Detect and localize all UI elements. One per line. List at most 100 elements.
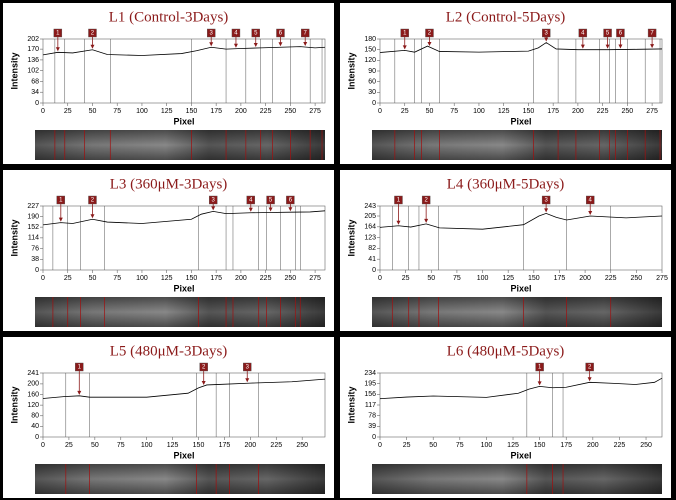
y-tick-label: 0 xyxy=(372,267,376,274)
band-label: 6 xyxy=(289,198,293,204)
band-label: 3 xyxy=(210,31,214,37)
x-tick-label: 50 xyxy=(429,442,437,449)
x-tick-label: 100 xyxy=(473,108,485,115)
band-label: 5 xyxy=(254,31,258,37)
panel-title: L2 (Control-5Days) xyxy=(446,9,566,25)
band-label: 3 xyxy=(544,198,548,204)
panel-title: L5 (480μM-3Days) xyxy=(110,343,228,359)
band-marker xyxy=(88,28,97,38)
x-tick-label: 125 xyxy=(502,275,514,282)
y-tick-label: 0 xyxy=(35,434,39,441)
gel-shade xyxy=(35,464,325,494)
band-arrowhead xyxy=(90,44,95,49)
band-marker xyxy=(542,28,551,38)
x-tick-label: 0 xyxy=(378,275,382,282)
band-marker xyxy=(75,362,84,372)
band-arrowhead xyxy=(211,206,216,211)
x-tick-label: 25 xyxy=(64,108,72,115)
y-tick-label: 78 xyxy=(368,413,376,420)
band-label: 5 xyxy=(606,31,610,37)
x-tick-label: 200 xyxy=(235,275,247,282)
y-tick-label: 227 xyxy=(27,203,39,210)
band-label: 6 xyxy=(619,31,623,37)
x-tick-label: 225 xyxy=(270,442,282,449)
y-tick-label: 80 xyxy=(31,413,39,420)
band-marker xyxy=(53,28,63,38)
band-label: 4 xyxy=(581,31,585,37)
x-tick-label: 225 xyxy=(260,275,272,282)
band-label: 5 xyxy=(269,198,273,204)
y-tick-label: 190 xyxy=(27,213,39,220)
x-tick-label: 150 xyxy=(186,108,198,115)
y-tick-label: 164 xyxy=(364,224,376,231)
band-arrowhead xyxy=(580,44,585,49)
x-axis-label: Pixel xyxy=(510,283,531,293)
y-tick-label: 150 xyxy=(364,47,376,54)
band-label: 3 xyxy=(246,365,250,371)
x-tick-label: 25 xyxy=(403,442,411,449)
band-arrowhead xyxy=(537,381,542,386)
y-tick-label: 114 xyxy=(28,235,39,242)
band-marker xyxy=(586,195,595,205)
x-tick-label: 275 xyxy=(309,108,321,115)
panel-title: L3 (360μM-3Days) xyxy=(110,176,228,192)
x-tick-label: 75 xyxy=(453,275,461,282)
intensity-line xyxy=(42,46,326,56)
y-tick-label: 195 xyxy=(364,381,376,388)
x-tick-label: 200 xyxy=(235,108,247,115)
band-label: 1 xyxy=(538,365,542,371)
x-tick-label: 275 xyxy=(646,108,658,115)
y-axis-label: Intensity xyxy=(346,386,356,423)
y-axis-label: Intensity xyxy=(9,219,19,256)
band-arrowhead xyxy=(58,217,63,222)
y-tick-label: 156 xyxy=(364,391,376,398)
band-marker xyxy=(88,195,97,205)
x-tick-label: 250 xyxy=(631,275,643,282)
x-tick-label: 175 xyxy=(210,275,222,282)
band-marker xyxy=(394,195,403,205)
x-tick-label: 250 xyxy=(285,108,297,115)
band-marker xyxy=(603,28,612,38)
band-marker xyxy=(647,28,657,38)
band-marker xyxy=(301,28,310,38)
x-tick-label: 50 xyxy=(91,442,99,449)
x-tick-label: 0 xyxy=(41,442,45,449)
y-tick-label: 0 xyxy=(372,434,376,441)
panel-title: L6 (480μM-5Days) xyxy=(447,343,565,359)
band-arrowhead xyxy=(90,214,95,219)
band-arrowhead xyxy=(278,42,283,47)
band-marker xyxy=(243,362,252,372)
x-tick-label: 150 xyxy=(193,442,205,449)
x-tick-label: 175 xyxy=(219,442,231,449)
x-tick-label: 175 xyxy=(547,108,559,115)
panel-title: L1 (Control-3Days) xyxy=(109,9,229,25)
y-tick-label: 202 xyxy=(27,36,39,43)
x-tick-label: 175 xyxy=(554,275,566,282)
gel-shade xyxy=(372,464,662,494)
x-tick-label: 200 xyxy=(245,442,257,449)
band-label: 1 xyxy=(59,198,63,204)
band-arrowhead xyxy=(248,207,253,212)
band-marker xyxy=(251,28,260,38)
band-label: 1 xyxy=(78,365,82,371)
intensity-line xyxy=(379,377,663,400)
band-label: 7 xyxy=(304,31,308,37)
x-tick-label: 25 xyxy=(65,442,73,449)
y-tick-label: 234 xyxy=(364,370,376,377)
y-axis-label: Intensity xyxy=(9,386,19,423)
x-tick-label: 50 xyxy=(89,108,97,115)
band-label: 1 xyxy=(56,31,60,37)
x-tick-label: 175 xyxy=(560,442,572,449)
x-tick-label: 100 xyxy=(477,275,489,282)
x-tick-label: 250 xyxy=(622,108,634,115)
intensity-line xyxy=(379,42,663,53)
x-tick-label: 75 xyxy=(456,442,464,449)
x-tick-label: 200 xyxy=(579,275,591,282)
band-arrowhead xyxy=(544,37,549,42)
band-label: 2 xyxy=(424,198,428,204)
x-tick-label: 75 xyxy=(113,108,121,115)
band-arrowhead xyxy=(253,43,258,48)
x-tick-label: 0 xyxy=(41,275,45,282)
x-axis-label: Pixel xyxy=(173,283,194,293)
